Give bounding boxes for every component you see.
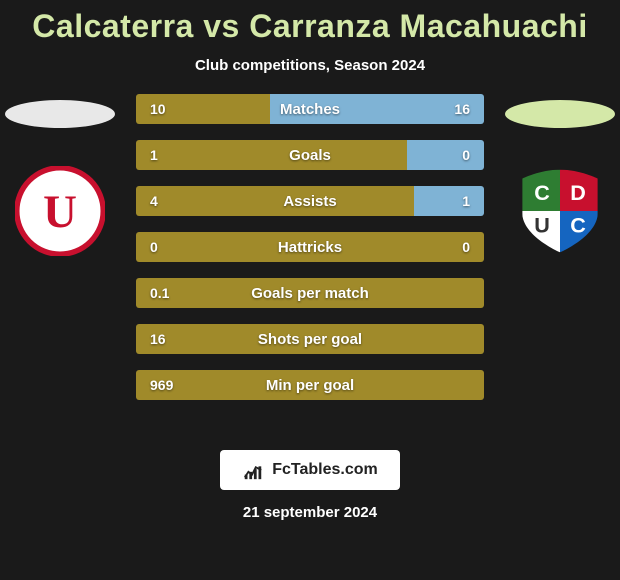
left-team-shield: U — [15, 166, 105, 256]
right-player-silhouette — [505, 100, 615, 128]
chart-icon — [242, 459, 264, 481]
left-player-silhouette — [5, 100, 115, 128]
svg-text:U: U — [534, 213, 550, 238]
svg-text:D: D — [570, 180, 586, 205]
svg-text:U: U — [43, 186, 77, 238]
page-subtitle: Club competitions, Season 2024 — [0, 57, 620, 74]
right-team-column: C D U C — [500, 94, 620, 256]
stat-bar-row: Goals per match0.1 — [136, 278, 484, 308]
stat-bar-right-value: 0 — [462, 140, 470, 170]
stat-bars: Matches1016Goals10Assists41Hattricks00Go… — [136, 94, 484, 416]
stat-bar-row: Min per goal969 — [136, 370, 484, 400]
fctables-label: FcTables.com — [272, 461, 378, 479]
stat-bar-left-value: 969 — [150, 370, 173, 400]
stat-bar-label: Goals per match — [136, 278, 484, 308]
stat-bar-label: Matches — [136, 94, 484, 124]
stat-bar-row: Assists4 1 — [136, 186, 484, 216]
right-team-shield: C D U C — [515, 166, 605, 256]
stat-bar-label: Goals — [136, 140, 484, 170]
svg-text:C: C — [534, 180, 550, 205]
stat-bar-label: Shots per goal — [136, 324, 484, 354]
stat-bar-left-value: 1 — [150, 140, 158, 170]
left-team-column: U — [0, 94, 120, 256]
stat-bar-left-value: 10 — [150, 94, 166, 124]
stat-bar-label: Min per goal — [136, 370, 484, 400]
report-date: 21 september 2024 — [0, 504, 620, 521]
stat-bar-right-value: 16 — [454, 94, 470, 124]
stat-bar-row: Hattricks0 0 — [136, 232, 484, 262]
stat-bar-label: Hattricks — [136, 232, 484, 262]
stat-bar-left-value: 0.1 — [150, 278, 169, 308]
stat-bar-row: Matches10 16 — [136, 94, 484, 124]
page-title: Calcaterra vs Carranza Macahuachi — [0, 0, 620, 45]
comparison-panel: U C D U C Matches1016Goals10Assists41Hat… — [0, 94, 620, 434]
stat-bar-left-value: 0 — [150, 232, 158, 262]
stat-bar-right-value: 1 — [462, 186, 470, 216]
stat-bar-row: Shots per goal16 — [136, 324, 484, 354]
stat-bar-label: Assists — [136, 186, 484, 216]
fctables-watermark: FcTables.com — [220, 450, 400, 490]
stat-bar-row: Goals1 0 — [136, 140, 484, 170]
stat-bar-left-value: 16 — [150, 324, 166, 354]
svg-text:C: C — [570, 213, 586, 238]
stat-bar-left-value: 4 — [150, 186, 158, 216]
stat-bar-right-value: 0 — [462, 232, 470, 262]
